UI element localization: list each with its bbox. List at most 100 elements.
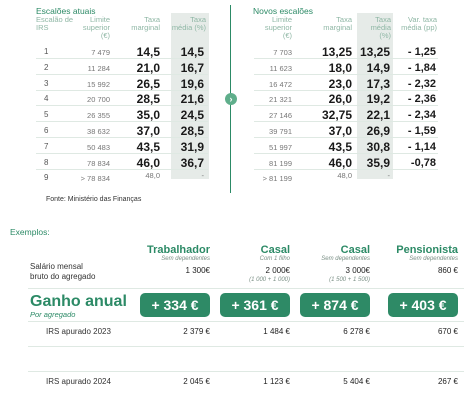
irs-2024-value: 5 404 € xyxy=(343,377,370,386)
new-marginal-rate: 18,0 xyxy=(328,60,352,75)
irs-2024-label: IRS apurado 2024 xyxy=(46,377,111,386)
average-rate: 16,7 xyxy=(180,60,204,75)
variation-value: - 1,59 xyxy=(407,125,436,137)
marginal-rate: 21,0 xyxy=(136,60,160,75)
gain-pill: + 403 € xyxy=(388,293,458,317)
marginal-rate: 48,0 xyxy=(145,171,160,181)
new-limit-value: 27 146 xyxy=(269,111,292,121)
new-limit-value: 21 321 xyxy=(269,95,292,105)
salary-value: 3 000€ xyxy=(345,266,370,275)
bracket-number: 1 xyxy=(44,47,49,56)
new-average-rate: 30,8 xyxy=(366,139,390,154)
average-rate: 19,6 xyxy=(180,76,204,91)
row-divider xyxy=(254,121,438,123)
new-marginal-rate: 37,0 xyxy=(328,124,352,138)
row-divider xyxy=(254,137,438,138)
salary-label-line2: bruto do agregado xyxy=(30,272,96,281)
row-divider xyxy=(254,73,438,75)
limit-value: 50 483 xyxy=(87,142,110,152)
average-rate: 21,6 xyxy=(180,92,204,107)
bracket-number: 8 xyxy=(44,157,49,167)
salary-note: (1 500 + 1 500) xyxy=(329,277,370,283)
bracket-number: 5 xyxy=(44,110,49,120)
new-average-rate: 26,9 xyxy=(366,124,390,138)
row-divider xyxy=(254,58,438,59)
new-limit-value: > 81 199 xyxy=(262,174,292,184)
marginal-rate: 28,5 xyxy=(136,92,160,107)
gain-label: Ganho anual xyxy=(30,293,127,310)
limit-value: > 78 834 xyxy=(80,174,110,184)
gain-pill: + 334 € xyxy=(140,293,210,317)
irs-2023-label: IRS apurado 2023 xyxy=(46,327,111,336)
new-marginal-rate: 13,25 xyxy=(321,45,352,59)
irs-2023-value: 2 379 € xyxy=(183,327,210,336)
bracket-number: 2 xyxy=(44,62,49,72)
examples-title: Exemplos: xyxy=(10,227,50,237)
irs-2024-value: 2 045 € xyxy=(183,377,210,386)
new-average-rate: 13,25 xyxy=(359,45,390,59)
limit-value: 26 355 xyxy=(87,111,110,121)
column-subtitle: Sem dependentes xyxy=(161,256,210,262)
bracket-number: 4 xyxy=(44,94,49,104)
average-rate: - xyxy=(201,171,205,181)
variation-value: - 2,34 xyxy=(407,109,436,122)
marginal-rate: 35,0 xyxy=(136,108,160,123)
irs-2023-value: 6 278 € xyxy=(343,327,370,336)
marginal-rate: 46,0 xyxy=(136,155,160,170)
variation-value: - 1,14 xyxy=(407,140,436,153)
divider xyxy=(28,371,464,372)
row-divider xyxy=(254,105,438,107)
new-limit-value: 7 703 xyxy=(273,48,292,57)
salary-note: (1 000 + 1 000) xyxy=(249,277,290,283)
row-divider xyxy=(254,152,438,154)
new-table-title: Novos escalões xyxy=(253,6,314,16)
row-divider xyxy=(36,105,208,107)
variation-value: -0,78 xyxy=(410,156,436,169)
average-rate: 31,9 xyxy=(180,139,204,154)
salary-value: 860 € xyxy=(437,266,458,275)
new-limit-value: 11 623 xyxy=(269,63,292,73)
irs-2023-value: 670 € xyxy=(437,327,458,336)
divider xyxy=(28,288,464,289)
new-limit-value: 81 199 xyxy=(269,158,292,168)
new-marginal-rate: 46,0 xyxy=(328,155,352,170)
new-limit-value: 51 997 xyxy=(269,142,292,152)
new-average-rate: 17,3 xyxy=(366,76,390,91)
marginal-rate: 43,5 xyxy=(136,139,160,154)
new-header-marginal: Taxa marginal xyxy=(323,15,352,32)
column-subtitle: Sem dependentes xyxy=(409,256,458,262)
new-header-variation: Var. taxa média (pp) xyxy=(401,15,437,32)
limit-value: 7 479 xyxy=(91,48,110,57)
gain-sublabel: Por agregado xyxy=(30,310,76,319)
row-divider xyxy=(36,168,208,170)
new-marginal-rate: 48,0 xyxy=(337,171,352,181)
new-average-rate: 35,9 xyxy=(366,155,390,170)
bracket-number: 3 xyxy=(44,78,49,88)
row-divider xyxy=(36,137,208,138)
new-average-rate: 22,1 xyxy=(366,108,390,123)
row-divider xyxy=(36,152,208,154)
salary-value: 2 000€ xyxy=(265,266,290,275)
row-divider xyxy=(36,89,208,91)
new-average-rate: 14,9 xyxy=(366,60,390,75)
new-average-rate: 19,2 xyxy=(366,92,390,107)
header-marginal: Taxa marginal xyxy=(131,15,160,32)
variation-value: - 1,84 xyxy=(407,61,436,74)
header-average: Taxa média (%) xyxy=(171,15,206,32)
limit-value: 38 632 xyxy=(87,127,110,136)
bracket-number: 7 xyxy=(44,141,49,151)
salary-value: 1 300€ xyxy=(185,266,210,275)
salary-label-line1: Salário mensal xyxy=(30,262,83,271)
average-rate: 36,7 xyxy=(180,155,204,170)
marginal-rate: 26,5 xyxy=(136,76,160,91)
current-table-title: Escalões atuais xyxy=(36,6,96,16)
marginal-rate: 37,0 xyxy=(136,124,160,138)
column-title: Pensionista xyxy=(396,244,458,256)
column-subtitle: Sem dependentes xyxy=(321,256,370,262)
divider xyxy=(28,321,464,322)
row-divider xyxy=(36,121,208,123)
average-rate: 14,5 xyxy=(180,45,204,59)
new-average-column-shade xyxy=(357,13,393,179)
average-column-shade xyxy=(171,13,209,179)
column-title: Casal xyxy=(340,244,370,256)
